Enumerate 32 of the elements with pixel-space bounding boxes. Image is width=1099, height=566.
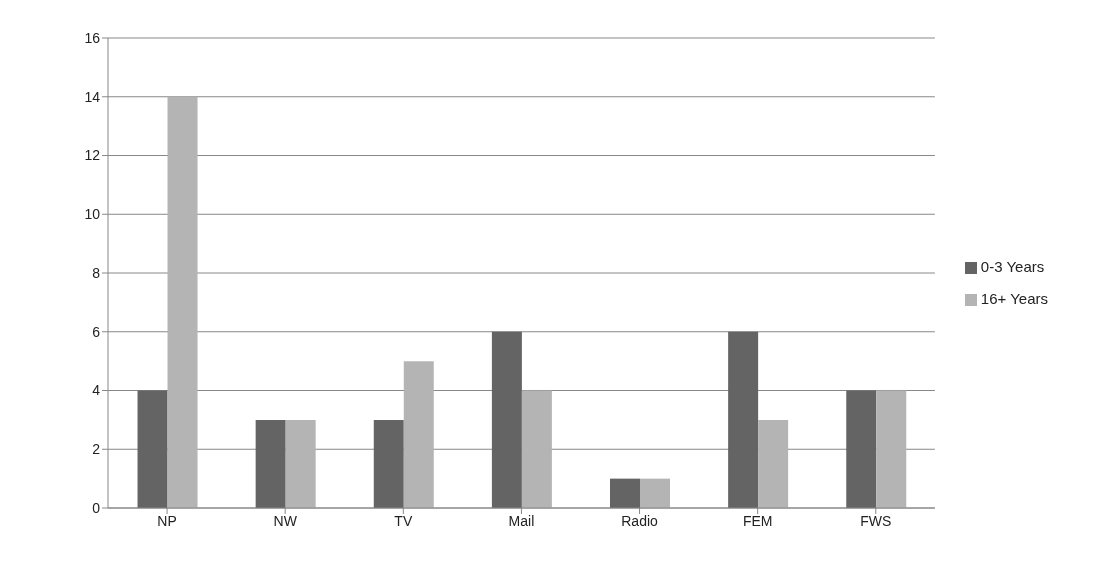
bar [876,390,907,508]
y-tick-label: 6 [92,323,101,340]
bar [640,478,671,508]
bar [758,419,789,508]
y-tick-label: 8 [92,264,101,281]
bar [491,331,522,508]
bar [137,390,168,508]
legend-label: 0-3 Years [980,258,1045,275]
bar [728,331,759,508]
bar [255,419,286,508]
bar [285,419,316,508]
bar [167,96,198,508]
bar [846,390,877,508]
x-tick-label: TV [394,512,413,529]
y-tick-label: 12 [84,147,101,164]
y-tick-label: 14 [84,88,101,105]
x-tick-label: NP [157,512,177,529]
legend-label: 16+ Years [980,290,1048,307]
y-tick-label: 10 [84,206,101,223]
bar [610,478,641,508]
y-tick-label: 4 [92,382,101,399]
bar [521,390,552,508]
x-tick-label: FWS [860,512,892,529]
bar [403,361,434,508]
y-tick-label: 0 [92,499,101,516]
y-tick-label: 16 [84,29,101,46]
x-tick-label: Mail [508,512,535,529]
x-tick-label: NW [273,512,298,529]
x-tick-label: FEM [742,512,773,529]
y-tick-label: 2 [92,441,101,458]
x-tick-label: Radio [621,512,659,529]
bar [373,419,404,508]
